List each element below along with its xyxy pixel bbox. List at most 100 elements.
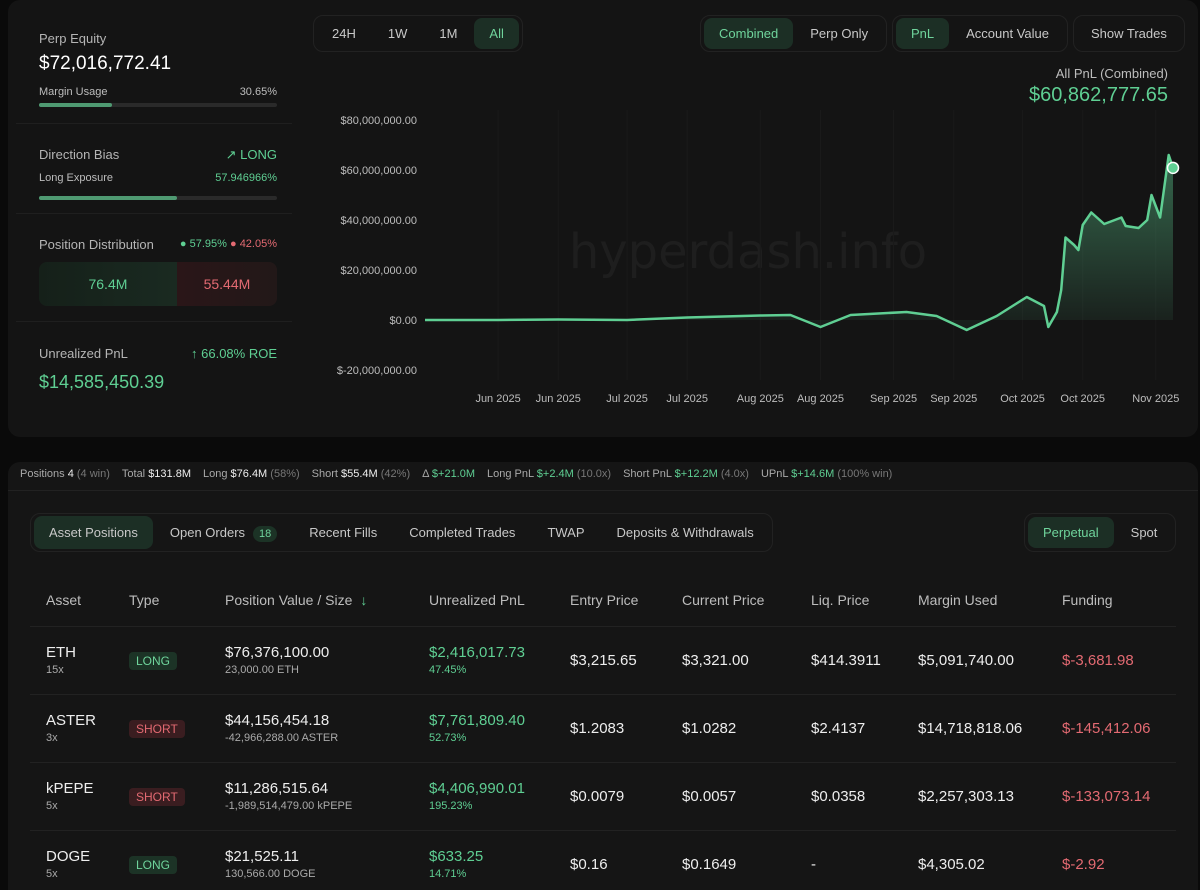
tab-twap[interactable]: TWAP xyxy=(532,516,599,549)
cell: $-2.92 xyxy=(1062,856,1105,873)
leverage: 5x xyxy=(46,868,58,880)
position-distribution-label: Position Distribution xyxy=(39,237,154,252)
x-tick-label: Jun 2025 xyxy=(475,393,520,405)
table-row[interactable]: DOGE 5x LONG $21,525.11 130,566.00 DOGE $633.… xyxy=(30,830,1176,890)
sort-desc-icon[interactable]: ↓ xyxy=(360,592,368,608)
cell: SHORT xyxy=(129,720,185,738)
short-value: 55.44M xyxy=(176,262,277,306)
cell: $2.4137 xyxy=(811,720,865,737)
table-row[interactable]: ASTER 3x SHORT $44,156,454.18 -42,966,288.00… xyxy=(30,694,1176,754)
x-tick-label: Jul 2025 xyxy=(666,393,708,405)
column-header-entry-price[interactable]: Entry Price xyxy=(570,592,638,608)
stat-label: Total xyxy=(121,468,149,480)
cell: $414.3911 xyxy=(811,652,881,669)
long-exposure-label: Long Exposure xyxy=(39,172,113,184)
show-trades-button[interactable]: Show Trades xyxy=(1073,15,1185,52)
stat-value: $131.8M xyxy=(148,468,191,480)
long-value: 76.4M xyxy=(39,262,177,306)
asset-name: ASTER xyxy=(46,712,97,729)
cell: $3,215.65 xyxy=(570,652,637,669)
column-header-current-price[interactable]: Current Price xyxy=(682,592,764,608)
column-header-position-value-size[interactable]: Position Value / Size ↓ xyxy=(225,592,367,608)
current-price: $1.0282 xyxy=(682,720,737,737)
cell: ETH 15x xyxy=(46,644,76,676)
stat-item: Positions 4 (4 win) xyxy=(20,468,110,480)
cell: $1.0282 xyxy=(682,720,736,737)
column-header-liq-price[interactable]: Liq. Price xyxy=(811,592,869,608)
cell: ASTER 3x xyxy=(46,712,96,744)
range-1m[interactable]: 1M xyxy=(439,26,458,41)
range-all[interactable]: All xyxy=(474,18,519,49)
position-size: -42,966,288.00 ASTER xyxy=(225,732,339,744)
column-header-funding[interactable]: Funding xyxy=(1062,592,1113,608)
liq-price: $414.3911 xyxy=(811,652,881,669)
tab-recent-fills[interactable]: Recent Fills xyxy=(294,516,392,549)
header-label: Type xyxy=(129,592,160,608)
column-header-asset[interactable]: Asset xyxy=(46,592,81,608)
table-row[interactable]: ETH 15x LONG $76,376,100.00 23,000.00 ETH $2,… xyxy=(30,626,1176,686)
mode-combined[interactable]: Combined xyxy=(704,18,794,49)
funding: $-2.92 xyxy=(1062,856,1105,873)
cell: DOGE 5x xyxy=(46,848,90,880)
cell: SHORT xyxy=(129,788,185,806)
distribution-bar: 76.4M 55.44M xyxy=(39,262,277,306)
cell: $4,305.02 xyxy=(918,856,985,873)
y-tick-label: $20,000,000.00 xyxy=(341,265,417,277)
position-value: $44,156,454.18 xyxy=(225,712,330,729)
watermark: hyperdash.info xyxy=(569,224,927,280)
stat-label: Positions xyxy=(20,468,68,480)
cell: $0.0358 xyxy=(811,788,865,805)
stat-value: $+14.6M xyxy=(791,468,835,480)
asset-name: ETH xyxy=(46,644,76,661)
current-price: $3,321.00 xyxy=(682,652,749,669)
metric-pnl[interactable]: PnL xyxy=(896,18,950,49)
tab-label: TWAP xyxy=(547,525,585,540)
stat-item: Δ $+21.0M xyxy=(422,468,475,480)
mode-perp-only[interactable]: Perp Only xyxy=(810,26,869,41)
column-header-type[interactable]: Type xyxy=(129,592,159,608)
market-tab-spot[interactable]: Spot xyxy=(1130,525,1158,540)
market-tab-perpetual[interactable]: Perpetual xyxy=(1028,517,1114,548)
side-badge: SHORT xyxy=(129,788,185,806)
x-tick-label: Sep 2025 xyxy=(930,393,977,405)
metric-account-value[interactable]: Account Value xyxy=(966,26,1050,41)
tab-open-orders[interactable]: Open Orders 18 xyxy=(155,516,292,549)
tab-label: Recent Fills xyxy=(309,525,378,540)
stat-label: Short PnL xyxy=(623,468,675,480)
x-tick-label: Nov 2025 xyxy=(1132,393,1179,405)
chart-headline-value: $60,862,777.65 xyxy=(1028,84,1168,106)
margin-used: $2,257,303.13 xyxy=(918,788,1014,805)
range-1w[interactable]: 1W xyxy=(387,26,408,41)
table-row[interactable]: kPEPE 5x SHORT $11,286,515.64 -1,989,514,479… xyxy=(30,762,1176,822)
pnl-current-point[interactable] xyxy=(1166,161,1180,175)
tab-label: Deposits & Withdrawals xyxy=(616,525,754,540)
cell: $0.0057 xyxy=(682,788,736,805)
pnl-area xyxy=(425,155,1173,330)
cell: LONG xyxy=(129,856,178,874)
cell: $14,718,818.06 xyxy=(918,720,1022,737)
column-header-unrealized-pnl[interactable]: Unrealized PnL xyxy=(429,592,525,608)
x-tick-label: Oct 2025 xyxy=(1000,393,1045,405)
cell: $11,286,515.64 -1,989,514,479.00 kPEPE xyxy=(225,780,352,812)
position-size: 23,000.00 ETH xyxy=(225,664,299,676)
cell: $-133,073.14 xyxy=(1062,788,1150,805)
stat-item: Total $131.8M xyxy=(122,468,191,480)
overview-card xyxy=(8,0,1198,437)
side-badge: SHORT xyxy=(129,720,185,738)
tab-deposits-withdrawals[interactable]: Deposits & Withdrawals xyxy=(602,516,769,549)
stat-item: Long $76.4M (58%) xyxy=(203,468,300,480)
funding: $-3,681.98 xyxy=(1062,652,1134,669)
cell: kPEPE 5x xyxy=(46,780,94,812)
margin-used: $14,718,818.06 xyxy=(918,720,1023,737)
range-24h[interactable]: 24H xyxy=(332,26,356,41)
trending-up-icon: ↗ xyxy=(225,147,241,162)
side-badge: LONG xyxy=(129,652,178,670)
current-price: $0.0057 xyxy=(682,788,737,805)
unrealized-pnl: $7,761,809.40 xyxy=(429,712,525,729)
perp-equity-label: Perp Equity xyxy=(39,31,107,46)
tab-asset-positions[interactable]: Asset Positions xyxy=(34,516,153,549)
header-label: Margin Used xyxy=(918,592,998,608)
stat-label: UPnL xyxy=(760,468,792,480)
column-header-margin-used[interactable]: Margin Used xyxy=(918,592,997,608)
tab-completed-trades[interactable]: Completed Trades xyxy=(394,516,530,549)
